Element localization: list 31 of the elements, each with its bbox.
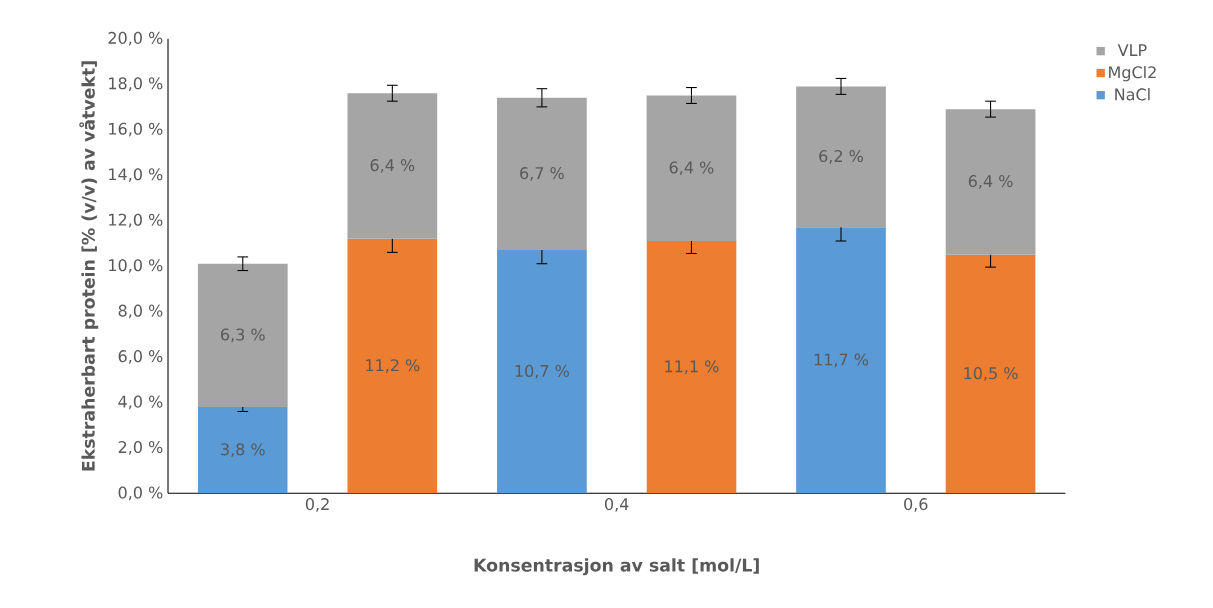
y-tick-label: 6,0 % <box>118 350 163 364</box>
x-tick-label: 0,4 <box>604 498 629 512</box>
y-tick-label: 8,0 % <box>118 304 163 319</box>
data-label: 10,7 % <box>515 364 569 379</box>
y-tick-label: 10,0 % <box>109 259 163 273</box>
data-label: 11,1 % <box>665 360 719 375</box>
y-tick-label: 18,0 % <box>109 77 163 91</box>
data-label: 11,7 % <box>814 353 869 368</box>
data-label: 3,8 % <box>221 443 265 458</box>
y-tick-label: 0,0 % <box>118 486 163 501</box>
data-label: 6,4 % <box>968 175 1013 189</box>
y-axis-title: Ekstraherbart protein [% (v/v) av våtvekt] <box>79 61 99 471</box>
y-tick-label: 4,0 % <box>118 395 163 410</box>
legend-label: VLP <box>1117 44 1147 56</box>
y-tick-label: 20,0 % <box>108 31 163 46</box>
legend-label: MgCl2 <box>1109 65 1156 82</box>
data-label: 10,5 % <box>964 367 1018 381</box>
data-label: 6,3 % <box>221 328 265 343</box>
data-label: 6,4 % <box>669 161 714 176</box>
y-tick-label: 2,0 % <box>118 441 163 455</box>
x-tick-label: 0,6 <box>904 498 928 512</box>
x-tick-label: 0,2 <box>305 498 329 512</box>
x-axis-title: Konsentrasjon av salt [mol/L] <box>474 558 759 576</box>
data-label: 6,7 % <box>520 167 564 181</box>
y-tick-label: 14,0 % <box>109 168 163 182</box>
y-tick-label: 12,0 % <box>109 213 163 228</box>
data-label: 6,4 % <box>370 159 415 173</box>
data-label: 6,2 % <box>819 150 863 164</box>
data-label: 11,2 % <box>366 359 420 373</box>
y-tick-label: 16,0 % <box>109 122 163 137</box>
legend-label: NaCl <box>1115 88 1150 101</box>
